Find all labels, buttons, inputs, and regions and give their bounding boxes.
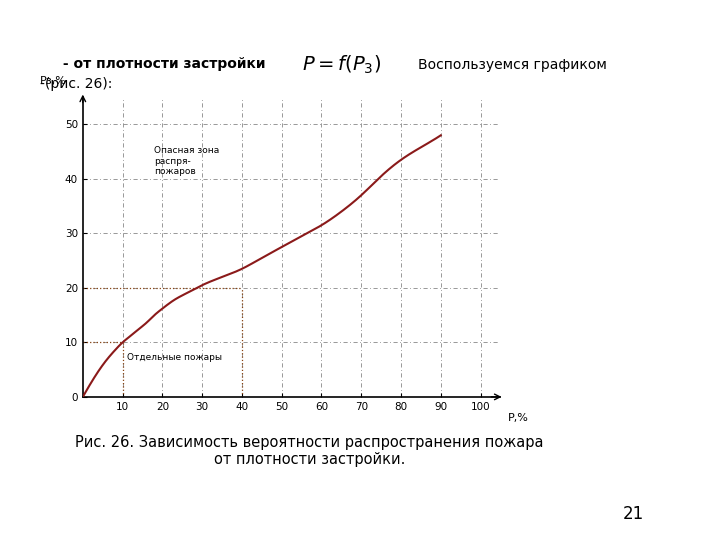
Text: Воспользуемся графиком: Воспользуемся графиком [418, 58, 606, 72]
Text: $P = f(P_3)$: $P = f(P_3)$ [302, 54, 382, 76]
Text: -(рис. 26):: -(рис. 26): [40, 77, 112, 91]
Text: P,%: P,% [508, 413, 529, 423]
Text: Рис. 26. Зависимость вероятности распространения пожара
от плотности застройки.: Рис. 26. Зависимость вероятности распрос… [76, 435, 544, 467]
Text: Отдельные пожары: Отдельные пожары [127, 353, 222, 362]
Text: Pз,%: Pз,% [40, 76, 67, 86]
Text: 21: 21 [623, 505, 644, 523]
Text: - от плотности застройки: - от плотности застройки [58, 57, 265, 71]
Text: Опасная зона
распря-
пожаров: Опасная зона распря- пожаров [154, 146, 220, 176]
